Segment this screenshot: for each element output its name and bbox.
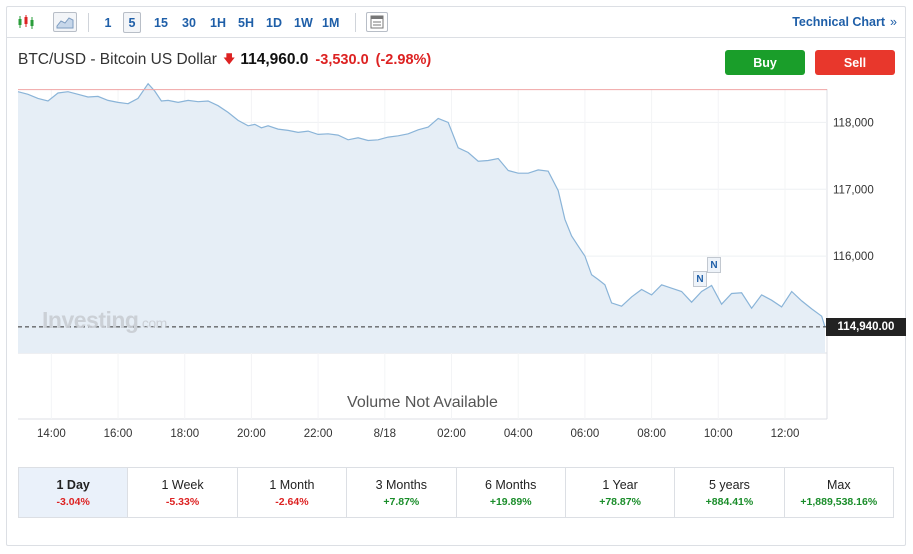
toolbar-divider xyxy=(88,13,89,32)
period-label: 6 Months xyxy=(484,477,537,492)
period-tab[interactable]: 1 Year +78.87% xyxy=(566,468,676,517)
instrument-name: BTC/USD - Bitcoin US Dollar xyxy=(18,51,217,68)
x-tick-label: 06:00 xyxy=(571,428,600,440)
period-change: -5.33% xyxy=(165,495,200,508)
chart-toolbar: 1 5 15 30 1H 5H 1D 1W 1M Technical Chart… xyxy=(7,7,905,38)
timeframe-1m[interactable]: 1M xyxy=(322,15,340,30)
timeframe-1[interactable]: 1 xyxy=(104,15,112,30)
period-change: +19.89% xyxy=(489,495,532,508)
news-marker[interactable]: N xyxy=(707,257,721,273)
timeframe-15[interactable]: 15 xyxy=(154,15,168,30)
watermark-text: Investing xyxy=(42,307,139,333)
period-label: Max xyxy=(827,477,851,492)
x-tick-label: 02:00 xyxy=(437,428,466,440)
x-tick-label: 18:00 xyxy=(170,428,199,440)
period-tab[interactable]: 5 years +884.41% xyxy=(675,468,785,517)
period-change: +78.87% xyxy=(599,495,641,508)
y-tick-label: 117,000 xyxy=(833,184,874,196)
last-price: 114,960.0 xyxy=(240,51,309,68)
y-tick-label: 118,000 xyxy=(833,117,874,129)
toolbar-divider xyxy=(355,13,356,32)
x-tick-label: 04:00 xyxy=(504,428,533,440)
sell-button[interactable]: Sell xyxy=(815,50,895,75)
price-area-fill xyxy=(18,83,825,353)
period-tab[interactable]: 1 Day -3.04% xyxy=(19,468,129,517)
period-label: 3 Months xyxy=(375,477,428,492)
timeframe-1w[interactable]: 1W xyxy=(294,15,313,30)
chart-widget: 1 5 15 30 1H 5H 1D 1W 1M Technical Chart… xyxy=(6,6,906,546)
period-change: -3.04% xyxy=(56,495,90,508)
period-tab[interactable]: 1 Week -5.33% xyxy=(128,468,238,517)
period-change: +1,889,538.16% xyxy=(800,495,878,508)
period-label: 1 Day xyxy=(56,477,90,492)
arrow-down-icon: 🡇 xyxy=(222,51,236,66)
price-line xyxy=(17,82,826,328)
x-tick-label: 14:00 xyxy=(37,428,66,440)
period-label: 1 Year xyxy=(602,477,638,492)
performance-periods: 1 Day -3.04% 1 Week -5.33% 1 Month -2.64% 3 Mo… xyxy=(18,467,894,518)
period-tab[interactable]: Max +1,889,538.16% xyxy=(785,468,893,517)
news-marker[interactable]: N xyxy=(693,271,707,287)
price-change-percent: (-2.98%) xyxy=(375,52,432,68)
period-change: -2.64% xyxy=(275,495,309,508)
watermark-suffix: .com xyxy=(138,315,167,331)
period-change: +884.41% xyxy=(705,495,754,508)
period-label: 1 Week xyxy=(161,477,204,492)
chart-settings-icon[interactable] xyxy=(366,12,388,32)
price-chart[interactable]: 118,000 117,000 116,000 14:00 16:00 18:00 20:0… xyxy=(17,82,906,440)
double-chevron-right-icon: » xyxy=(890,15,897,29)
technical-chart-link[interactable]: Technical Chart » xyxy=(792,15,897,29)
period-label: 1 Month xyxy=(269,477,315,492)
x-tick-label: 22:00 xyxy=(304,428,333,440)
volume-not-available: Volume Not Available xyxy=(347,394,498,411)
timeframe-30[interactable]: 30 xyxy=(182,15,196,30)
timeframe-5[interactable]: 5 xyxy=(123,12,141,33)
period-tab[interactable]: 6 Months +19.89% xyxy=(457,468,566,517)
investing-logo-watermark: Investing.com xyxy=(42,307,167,334)
period-tab[interactable]: 3 Months +7.87% xyxy=(347,468,457,517)
x-tick-label: 12:00 xyxy=(771,428,800,440)
price-chart-svg: 118,000 117,000 116,000 14:00 16:00 18:00 20:0… xyxy=(17,82,874,440)
y-tick-label: 116,000 xyxy=(833,251,874,263)
x-tick-label: 10:00 xyxy=(704,428,733,440)
price-change: -3,530.0 xyxy=(315,52,369,68)
instrument-header: BTC/USD - Bitcoin US Dollar 🡇 114,960.0 … xyxy=(18,50,438,70)
x-tick-label: 16:00 xyxy=(104,428,133,440)
timeframe-1d[interactable]: 1D xyxy=(266,15,282,30)
area-chart-icon[interactable] xyxy=(53,12,77,32)
timeframe-1h[interactable]: 1H xyxy=(210,15,226,30)
period-tab[interactable]: 1 Month -2.64% xyxy=(238,468,348,517)
period-label: 5 years xyxy=(708,477,750,492)
technical-chart-label: Technical Chart xyxy=(792,15,886,29)
timeframe-5h[interactable]: 5H xyxy=(238,15,254,30)
period-change: +7.87% xyxy=(383,495,420,508)
buy-button[interactable]: Buy xyxy=(725,50,805,75)
x-tick-label: 20:00 xyxy=(237,428,266,440)
x-tick-label: 8/18 xyxy=(374,428,396,440)
x-tick-label: 08:00 xyxy=(637,428,666,440)
last-price-tag: 114,940.00 xyxy=(826,317,906,336)
candlestick-chart-icon[interactable] xyxy=(15,12,37,32)
